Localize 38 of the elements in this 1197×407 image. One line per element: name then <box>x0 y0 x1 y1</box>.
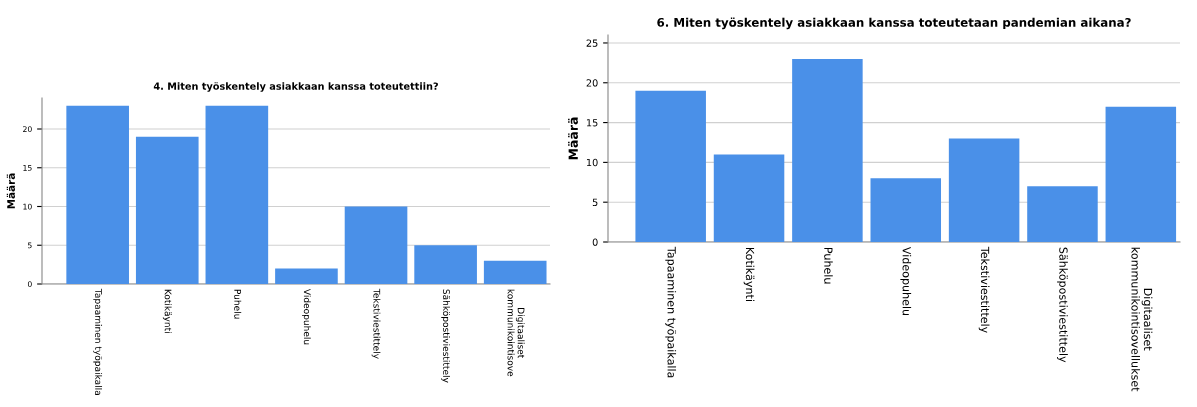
x-tick-label: Sähköpostiviestittely <box>1057 247 1068 363</box>
x-tick-label: Sähköpostiviestittely <box>441 289 450 383</box>
y-tick-label: 5 <box>592 198 598 207</box>
x-tick-label: Videopuhelu <box>900 246 912 316</box>
y-tick-label: 0 <box>592 238 598 246</box>
bar <box>66 105 129 284</box>
bar <box>948 138 1020 242</box>
y-tick-label: 10 <box>586 158 598 167</box>
x-tick-label: Digitaaliset kommunikointisovellukset <box>1131 247 1153 392</box>
bar <box>205 105 269 284</box>
x-tick-label: Tapaaminen työpaikalla <box>665 246 677 378</box>
bar <box>483 260 547 284</box>
y-tick-label: 25 <box>586 39 598 47</box>
bar <box>275 268 338 284</box>
x-tick-label: Tekstiviestittely <box>371 288 381 359</box>
bar <box>792 58 863 242</box>
y-tick-label: 15 <box>586 119 598 127</box>
chart-title: 6. Miten työskentely asiakkaan kanssa toteutetaan pandemian aikana? <box>657 17 1131 30</box>
bar <box>1027 186 1098 242</box>
x-tick-label: Puhelu <box>234 289 242 319</box>
y-axis-title: Määrä <box>568 117 578 160</box>
bar <box>870 178 942 242</box>
bar <box>1105 106 1177 242</box>
x-tick-label: Tapaaminen työpaikalla <box>93 288 103 395</box>
bar <box>414 245 477 284</box>
x-tick-label: Kotikäynti <box>162 289 172 333</box>
x-tick-label: Videopuhelu <box>302 288 311 345</box>
bar <box>344 206 408 284</box>
x-tick-label: Puhelu <box>824 247 833 284</box>
x-tick-label: Digitaaliset kommunikointisove <box>507 289 525 377</box>
x-tick-label: Tekstiviestittely <box>978 246 990 333</box>
y-tick-label: 20 <box>586 79 598 87</box>
chart-title: 4. Miten työskentely asiakkaan kanssa toteutettiin? <box>153 82 438 92</box>
bar <box>135 136 199 284</box>
bar <box>635 90 706 242</box>
bar <box>713 154 785 242</box>
x-tick-label: Kotikäynti <box>743 247 755 301</box>
y-axis-title: Määrä <box>6 173 15 209</box>
